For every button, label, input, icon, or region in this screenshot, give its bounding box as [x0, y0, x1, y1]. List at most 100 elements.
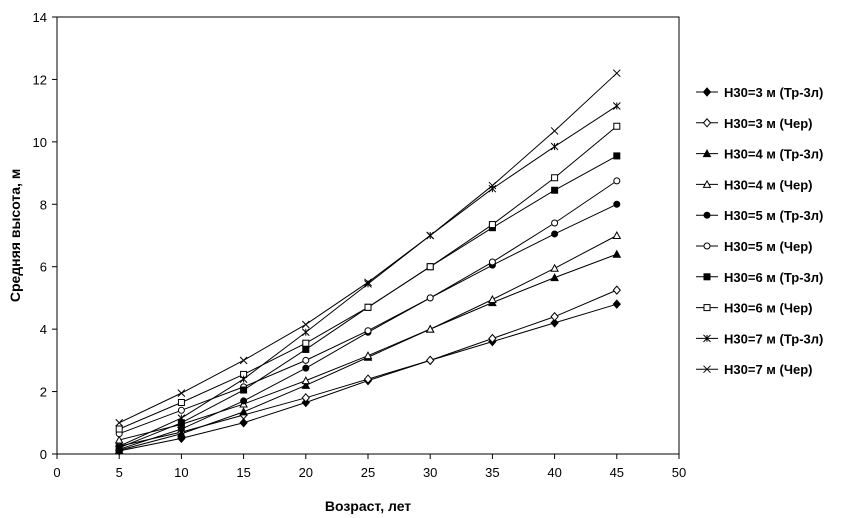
legend-marker [702, 118, 712, 128]
data-point [301, 376, 311, 385]
x-tick-label: 0 [53, 465, 60, 480]
data-point [115, 425, 123, 433]
series-line [119, 289, 617, 447]
data-point [239, 356, 248, 365]
data-point [426, 231, 435, 240]
data-point [612, 285, 621, 295]
data-point [302, 356, 310, 364]
legend-marker [703, 211, 711, 219]
data-point [364, 327, 372, 335]
data-point [613, 152, 621, 160]
data-point [551, 219, 559, 227]
legend-item: H30=7 м (Чер) [696, 362, 812, 377]
legend-label: H30=6 м (Тр-3л) [724, 270, 823, 285]
data-point [613, 122, 621, 130]
data-point [115, 418, 124, 427]
legend-label: H30=4 м (Чер) [724, 177, 812, 192]
data-point [240, 397, 248, 405]
x-tick-label: 10 [174, 465, 188, 480]
data-point [302, 339, 310, 347]
data-point [302, 345, 310, 353]
data-point [177, 425, 185, 433]
legend-label: H30=7 м (Тр-3л) [724, 331, 823, 346]
data-point [488, 294, 497, 303]
data-point [240, 386, 248, 394]
legend-marker [702, 87, 712, 97]
x-tick-label: 50 [672, 465, 686, 480]
legend-item: H30=4 м (Чер) [696, 177, 812, 192]
data-point [177, 414, 186, 422]
y-tick-label: 8 [40, 197, 47, 212]
series-line [119, 155, 618, 449]
legend-marker [702, 179, 712, 188]
data-point [302, 364, 310, 372]
plot-frame [56, 16, 680, 455]
y-axis-title: Средняя высота, м [7, 169, 23, 302]
legend: H30=3 м (Тр-3л) H30=3 м (Чер) H30=4 м (Тр-… [696, 85, 823, 377]
legend-label: H30=5 м (Чер) [724, 239, 812, 254]
data-point [488, 333, 497, 344]
legend-marker [703, 334, 711, 343]
legend-item: H30=6 м (Тр-3л) [696, 270, 823, 285]
x-tick-label: 35 [485, 465, 499, 480]
series-10 [115, 69, 621, 427]
x-tick-label: 5 [116, 465, 123, 480]
legend-item: H30=5 м (Тр-3л) [696, 208, 823, 223]
legend-label: H30=5 м (Тр-3л) [724, 208, 823, 223]
legend-marker [703, 365, 711, 374]
data-point [177, 429, 186, 438]
data-point [488, 258, 496, 266]
data-point [301, 320, 310, 329]
data-point [612, 299, 621, 309]
legend-marker [703, 242, 711, 250]
x-axis: 0 5 10 15 20 25 30 35 40 45 50 [53, 454, 686, 480]
x-tick-label: 40 [547, 465, 561, 480]
data-point [301, 328, 310, 337]
data-point [239, 407, 248, 416]
data-point [239, 375, 248, 383]
legend-marker [702, 149, 712, 158]
y-tick-label: 10 [33, 135, 47, 150]
series-line [118, 105, 618, 447]
data-point [612, 230, 622, 239]
series-layer [114, 69, 622, 456]
x-tick-label: 30 [423, 465, 437, 480]
data-point [551, 230, 559, 238]
data-point [612, 249, 622, 258]
data-point [177, 389, 186, 397]
legend-item: H30=7 м (Тр-3л) [696, 331, 823, 346]
data-point [426, 355, 435, 366]
data-point [177, 398, 185, 406]
data-point [612, 102, 621, 110]
x-tick-label: 15 [236, 465, 250, 480]
data-point [177, 406, 185, 414]
legend-label: H30=3 м (Чер) [724, 116, 812, 131]
x-tick-label: 20 [299, 465, 313, 480]
series-8 [115, 122, 621, 433]
data-point [363, 351, 373, 360]
data-point [239, 418, 248, 428]
data-point [488, 221, 496, 229]
y-tick-label: 0 [40, 447, 47, 462]
data-point [363, 374, 373, 384]
y-tick-label: 2 [40, 385, 47, 400]
legend-item: H30=3 м (Чер) [696, 116, 812, 131]
data-point [488, 184, 497, 193]
data-point [551, 174, 559, 182]
data-point [301, 380, 311, 389]
data-point [301, 393, 310, 403]
series-6 [115, 177, 621, 438]
legend-label: H30=3 м (Тр-3л) [724, 85, 823, 100]
legend-label: H30=6 м (Чер) [724, 301, 812, 316]
data-point [364, 278, 372, 287]
series-line [119, 235, 618, 441]
y-tick-label: 14 [33, 10, 47, 25]
series-5 [115, 200, 621, 453]
legend-item: H30=5 м (Чер) [696, 239, 812, 254]
x-tick-label: 25 [361, 465, 375, 480]
plot-area [56, 16, 680, 455]
data-point [115, 442, 124, 451]
data-point [426, 294, 434, 302]
data-point [550, 273, 559, 282]
